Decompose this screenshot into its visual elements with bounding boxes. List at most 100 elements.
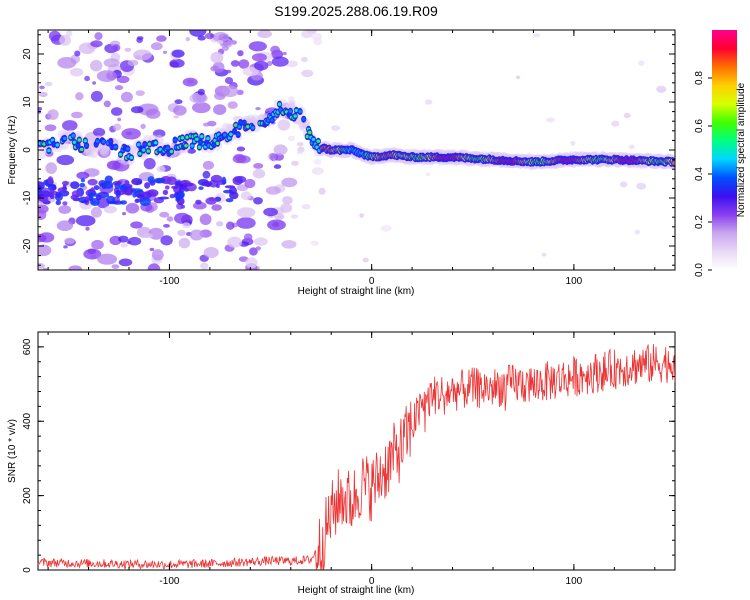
snr-x-axis-label: Height of straight line (km)	[298, 585, 415, 596]
chart-title: S199.2025.288.06.19.R09	[274, 3, 438, 19]
noise-patch	[213, 104, 227, 115]
noise-patch	[50, 188, 55, 197]
frequency-ridge	[38, 99, 675, 171]
noise-patch	[96, 70, 117, 82]
noise-patch	[296, 142, 304, 147]
noise-patch	[251, 53, 267, 62]
noise-patch	[183, 182, 194, 187]
noise-patch	[169, 193, 175, 199]
noise-patch	[130, 188, 143, 194]
noise-patch	[177, 197, 185, 206]
noise-patch	[173, 115, 180, 119]
noise-patch	[90, 90, 103, 102]
spectrogram-x-ticks: -100 0 100	[47, 30, 656, 287]
ridge-core	[72, 140, 77, 144]
noise-patch	[192, 102, 211, 114]
noise-patch	[56, 154, 75, 166]
ridge-core	[83, 139, 88, 143]
noise-patch	[124, 47, 132, 52]
ridge-core	[212, 143, 216, 147]
noise-patch	[216, 221, 224, 227]
noise-patch	[187, 148, 197, 154]
ridge-core	[147, 142, 152, 146]
noise-patch	[201, 181, 213, 187]
y-tick-label: 200	[22, 487, 33, 504]
snr-y-ticks: 0 200 400 600	[22, 331, 675, 573]
noise-patch	[76, 171, 90, 180]
noise-patch	[130, 221, 143, 229]
noise-patch	[128, 236, 142, 246]
noise-patch	[210, 51, 224, 64]
noise-patch	[132, 193, 137, 198]
noise-patch	[541, 252, 547, 257]
noise-patch	[149, 247, 155, 252]
snr-panel: -100 0 100 0 200 400 600 Height of straight l…	[7, 331, 676, 596]
noise-patch	[169, 61, 180, 68]
noise-patch	[62, 201, 68, 206]
noise-patch	[282, 51, 287, 56]
noise-patch	[263, 207, 278, 217]
noise-patch	[268, 152, 277, 161]
noise-patch	[74, 50, 81, 57]
noise-patch	[136, 193, 145, 199]
noise-patch	[97, 191, 109, 199]
ridge-core	[197, 145, 202, 149]
ridge-core	[185, 135, 189, 139]
noise-patch	[224, 77, 234, 84]
colorbar-gradient	[712, 30, 737, 270]
y-tick-label: 0	[22, 147, 33, 153]
noise-patch	[120, 243, 128, 248]
noise-patch	[253, 197, 263, 205]
ridge-core	[198, 140, 203, 144]
noise-patch	[103, 100, 111, 108]
noise-patch	[75, 92, 84, 101]
noise-patch	[634, 229, 640, 235]
noise-patch	[243, 233, 253, 241]
noise-patch	[236, 146, 246, 152]
ridge-core	[52, 142, 56, 146]
noise-patch	[44, 124, 57, 132]
noise-patch	[146, 189, 159, 197]
ridge-core	[215, 141, 220, 146]
noise-patch	[301, 56, 308, 63]
noise-patch	[215, 183, 220, 188]
noise-patch	[277, 119, 291, 131]
noise-patch	[318, 187, 326, 195]
noise-patch	[144, 182, 151, 189]
noise-patch	[54, 193, 63, 201]
snr-y-axis-label: SNR (10 * v/v)	[7, 419, 18, 483]
ridge-core	[277, 102, 282, 106]
noise-patch	[212, 32, 229, 42]
ridge-core	[55, 143, 60, 147]
ridge-core	[84, 143, 89, 148]
noise-patch	[162, 189, 169, 196]
noise-patch	[164, 185, 170, 190]
ridge-core	[118, 152, 123, 157]
noise-patch	[620, 181, 628, 188]
ridge-core	[311, 137, 316, 142]
colorbar-tick-label: 0.0	[694, 263, 705, 277]
noise-patch	[71, 111, 83, 119]
ridge-core	[79, 147, 84, 152]
noise-patch	[87, 178, 98, 186]
noise-patch	[147, 263, 161, 270]
noise-patch	[38, 196, 49, 203]
noise-patch	[197, 88, 205, 96]
noise-patch	[242, 66, 259, 77]
noise-patch	[178, 237, 191, 249]
ridge-core	[293, 114, 298, 118]
noise-patch	[189, 229, 204, 241]
noise-patch	[203, 122, 210, 127]
noise-patch	[118, 235, 129, 243]
noise-patch	[85, 226, 90, 231]
noise-patch	[93, 127, 106, 137]
ridge-core	[236, 132, 240, 137]
noise-patch	[133, 49, 152, 61]
noise-patch	[123, 186, 134, 196]
ridge-core	[195, 137, 199, 141]
noise-patch	[44, 81, 53, 87]
colorbar-tick-label: 0.4	[694, 167, 705, 181]
ridge-core	[190, 144, 194, 148]
noise-patch	[56, 220, 74, 231]
